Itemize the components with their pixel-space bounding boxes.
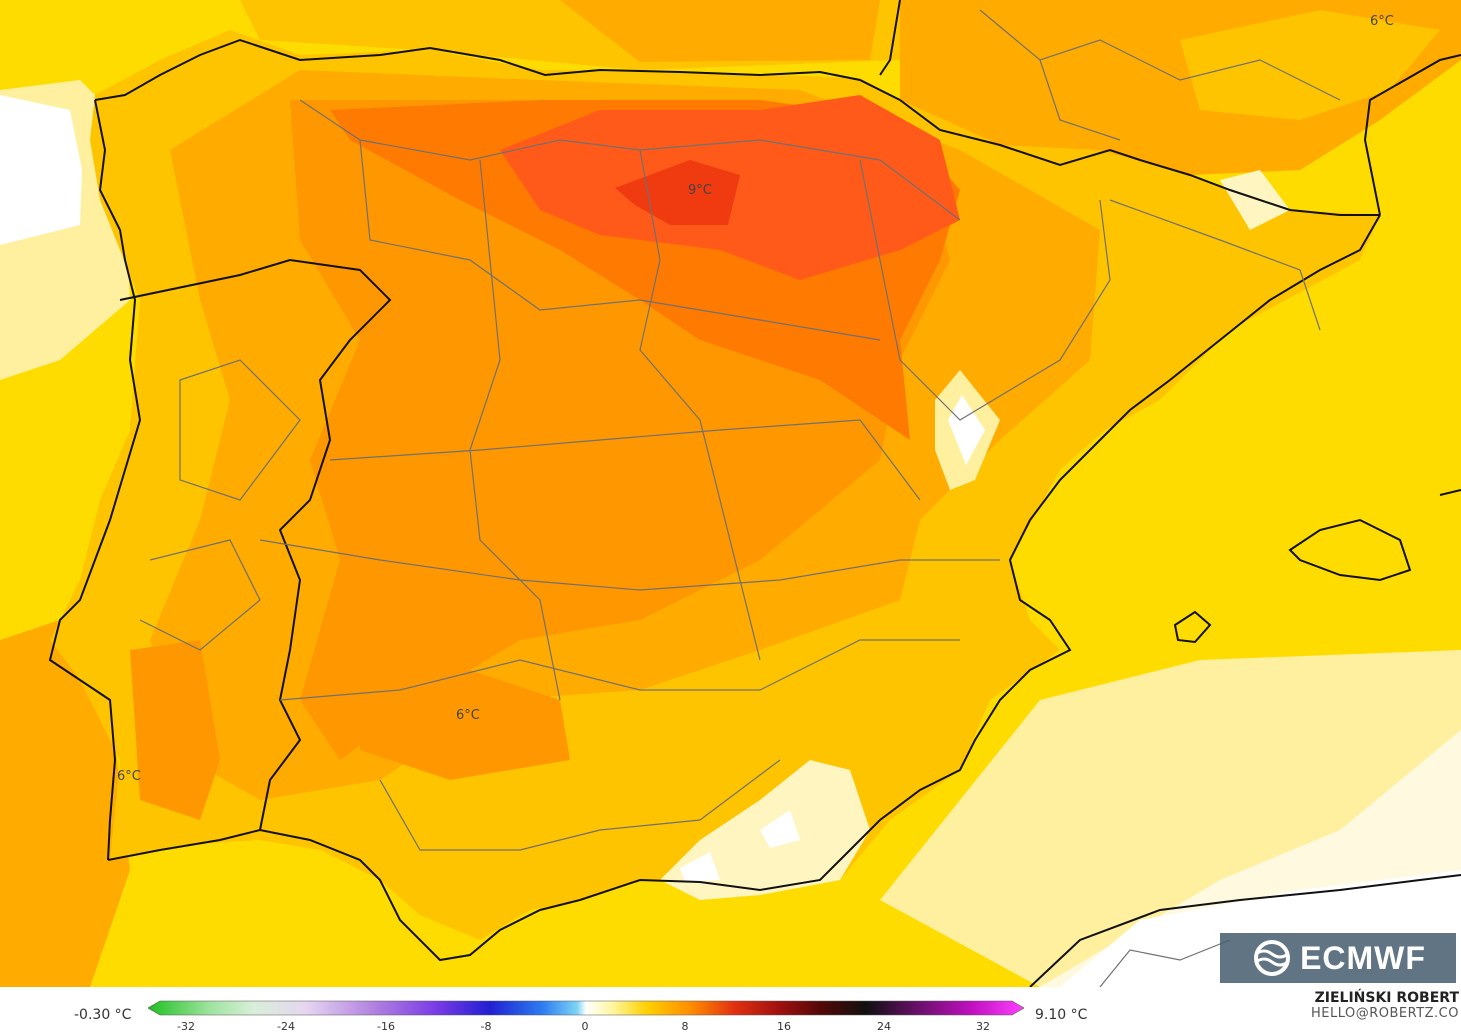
- ecmwf-logo: ECMWF: [1220, 933, 1456, 983]
- southwest-orange-patch: [130, 640, 220, 820]
- coastline-group: [48, 0, 1461, 987]
- colorbar-tick: 0: [581, 1020, 589, 1033]
- temperature-map: 9°C 6°C 6°C 6°C: [0, 0, 1461, 987]
- colorbar-tick: -8: [480, 1020, 492, 1033]
- admin-border: [179, 359, 301, 501]
- pyrenees-pale-spot: [1220, 170, 1290, 230]
- admin-border: [359, 139, 881, 341]
- north-africa-coast: [1029, 874, 1461, 987]
- admin-border: [299, 99, 961, 221]
- east-highland-white: [948, 395, 985, 465]
- ocean-white-nw: [0, 95, 82, 245]
- admin-border: [979, 9, 1341, 101]
- admin-border: [329, 419, 921, 501]
- ecmwf-logo-icon: [1254, 940, 1291, 976]
- credit-block: ZIELIŃSKI ROBERT HELLO@ROBERTZ.CO: [1311, 990, 1459, 1022]
- menorca-coast: [1439, 489, 1461, 496]
- colorbar-tick: 8: [681, 1020, 689, 1033]
- colorbar-tick: -32: [177, 1020, 195, 1033]
- admin-border: [859, 159, 1111, 421]
- north-coastline: [94, 38, 901, 101]
- french-atlantic-coast: [879, 0, 901, 76]
- admin-border: [469, 159, 561, 701]
- admin-border: [279, 639, 960, 701]
- bay-warmer: [560, 0, 880, 62]
- admin-border: [1109, 199, 1321, 331]
- contour-label-north: 9°C: [688, 183, 712, 198]
- credit-author: ZIELIŃSKI ROBERT: [1314, 990, 1459, 1006]
- west-coastline: [48, 99, 142, 861]
- south-orange-patch: [360, 670, 570, 780]
- sierra-nevada-white-b: [760, 810, 800, 848]
- ecmwf-logo-text: ECMWF: [1300, 939, 1426, 976]
- temperature-colorbar: [148, 1000, 1024, 1016]
- legend-footer: -0.30 °C: [0, 987, 1461, 1035]
- pyrenees-border: [899, 99, 1380, 216]
- admin-border: [639, 149, 761, 661]
- south-east-coastline: [107, 214, 1381, 962]
- colorbar-tick: -24: [277, 1020, 295, 1033]
- legend-max-value: 9.10 °C: [1035, 1007, 1088, 1023]
- admin-border: [139, 539, 261, 651]
- sierra-nevada-white-a: [680, 852, 720, 882]
- colorbar-tick: 32: [976, 1020, 990, 1033]
- colorbar-tick: 24: [877, 1020, 891, 1033]
- colorbar-tick: -16: [377, 1020, 395, 1033]
- ibiza-coast: [1173, 610, 1212, 644]
- french-coast: [1363, 54, 1461, 216]
- admin-border: [259, 539, 1000, 591]
- colorbar-tick: 16: [777, 1020, 791, 1033]
- north-red-core: [615, 160, 740, 225]
- contour-label-northeast: 6°C: [1370, 14, 1394, 29]
- mallorca-coast: [1288, 518, 1412, 582]
- portugal-spain-border: [119, 258, 392, 831]
- admin-border: [1039, 59, 1121, 141]
- admin-border: [1099, 939, 1231, 987]
- contour-label-southwest: 6°C: [117, 769, 141, 784]
- credit-email: HELLO@ROBERTZ.CO: [1310, 1006, 1459, 1021]
- contour-label-south: 6°C: [456, 708, 480, 723]
- france-gold-patch: [1180, 10, 1440, 120]
- legend-min-value: -0.30 °C: [74, 1007, 132, 1023]
- admin-border: [379, 759, 781, 851]
- admin-borders-group: [139, 9, 1341, 987]
